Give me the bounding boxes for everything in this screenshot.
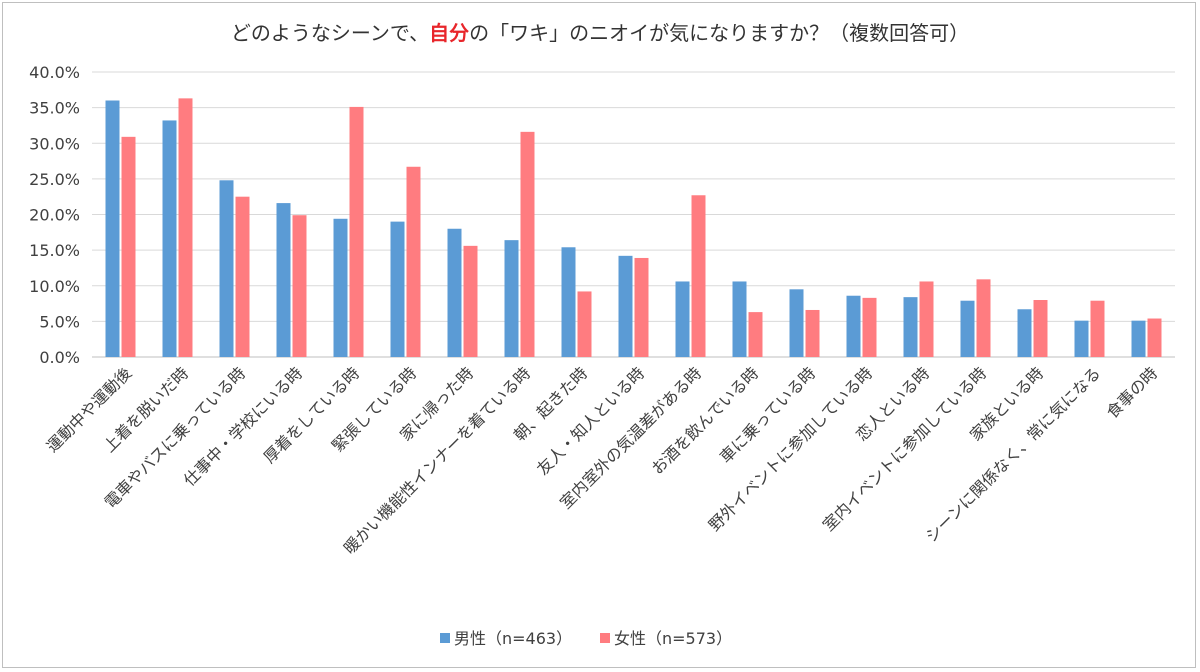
y-axis-ticks: 0.0% 5.0% 10.0% 15.0% 20.0% 25.0% 30.0% 35.0% 40…	[29, 63, 80, 367]
bar-male	[447, 228, 462, 357]
chart-title-emphasis: 自分	[429, 21, 469, 45]
legend-label: 女性（n=573）	[614, 629, 732, 648]
y-tick-label: 5.0%	[39, 312, 80, 331]
bar-female	[349, 106, 364, 357]
bar-female	[748, 312, 763, 357]
bar-female	[805, 309, 820, 357]
bar-female	[178, 98, 193, 358]
bar-male	[1017, 309, 1032, 357]
bar-male	[333, 218, 348, 357]
bar-female	[1033, 300, 1048, 357]
bar-male	[504, 240, 519, 357]
bar-male	[1074, 320, 1089, 357]
legend-swatch	[600, 633, 610, 643]
y-tick-label: 15.0%	[29, 241, 80, 260]
x-tick-label: 友人・知人といる時	[533, 363, 648, 478]
chart-title-prefix: どのようなシーンで、	[231, 21, 429, 45]
bar-male	[618, 255, 633, 357]
bar-male	[903, 297, 918, 357]
x-tick-label: 食事の時	[1103, 363, 1162, 422]
y-tick-label: 20.0%	[29, 206, 80, 225]
bar-female	[463, 245, 478, 357]
y-tick-label: 25.0%	[29, 170, 80, 189]
y-tick-label: 35.0%	[29, 99, 80, 118]
bar-male	[162, 120, 177, 357]
bar-female	[862, 297, 877, 357]
bar-female	[235, 196, 250, 357]
legend-swatch	[440, 633, 450, 643]
x-tick-label: お酒を飲んでいる時	[648, 363, 763, 478]
y-tick-label: 10.0%	[29, 277, 80, 296]
bars	[105, 98, 1162, 358]
bar-male	[960, 300, 975, 357]
bar-male	[276, 203, 291, 357]
y-tick-label: 0.0%	[39, 348, 80, 367]
bar-male	[732, 281, 747, 357]
x-tick-label: 車に乗っている時	[716, 363, 819, 466]
bar-male	[675, 281, 690, 357]
bar-male	[219, 180, 234, 357]
bar-female	[691, 195, 706, 357]
x-axis-ticks: 運動中や運動後上着を脱いだ時電車やバスに乗っている時仕事中・学校にいる時厚着をし…	[43, 363, 1162, 557]
bar-male	[561, 247, 576, 357]
bar-male	[846, 295, 861, 357]
bar-female	[919, 281, 934, 357]
x-tick-label: 厚着をしている時	[260, 363, 364, 467]
bar-male	[789, 289, 804, 357]
bar-female	[1090, 300, 1105, 357]
bar-female	[121, 136, 136, 357]
legend: 男性（n=463） 女性（n=573）	[440, 629, 732, 648]
gridlines	[92, 71, 1175, 358]
bar-female	[634, 257, 649, 357]
chart-title-suffix: の「ワキ」のニオイが気になりますか？（複数回答可）	[469, 21, 969, 45]
bar-female	[577, 291, 592, 357]
y-tick-label: 30.0%	[29, 134, 80, 153]
bar-male	[390, 221, 405, 357]
bar-female	[520, 131, 535, 357]
legend-label: 男性（n=463）	[454, 629, 572, 648]
y-tick-label: 40.0%	[29, 63, 80, 82]
bar-male	[1131, 320, 1146, 357]
bar-female	[976, 279, 991, 357]
bar-female	[292, 215, 307, 357]
bar-female	[1147, 318, 1162, 357]
bar-male	[105, 100, 120, 357]
chart-title: どのようなシーンで、自分の「ワキ」のニオイが気になりますか？（複数回答可）	[231, 21, 969, 45]
bar-female	[406, 166, 421, 357]
